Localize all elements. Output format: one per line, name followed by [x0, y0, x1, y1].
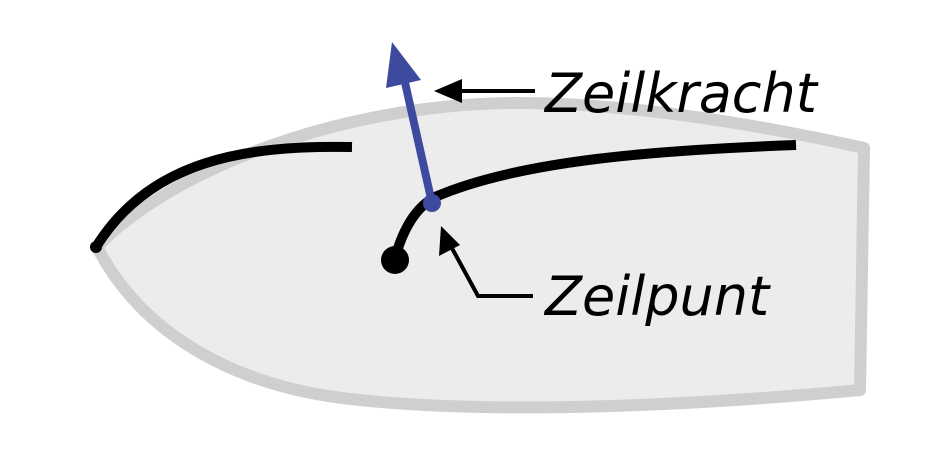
jib-tack-point [90, 241, 102, 253]
sail-force-arrow-head [386, 42, 421, 88]
sail-force-label: Zeilkracht [543, 62, 819, 125]
sail-point-label: Zeilpunt [543, 265, 771, 328]
boat-hull [91, 96, 870, 414]
mast-point [381, 246, 409, 274]
sail-point-dot [423, 194, 441, 212]
point-pointer-head [439, 226, 460, 256]
point-pointer-line [445, 238, 533, 298]
jib-sail [91, 141, 353, 250]
main-sail [390, 140, 797, 260]
force-pointer-head [434, 79, 462, 103]
sail-force-arrow-shaft [400, 77, 436, 204]
